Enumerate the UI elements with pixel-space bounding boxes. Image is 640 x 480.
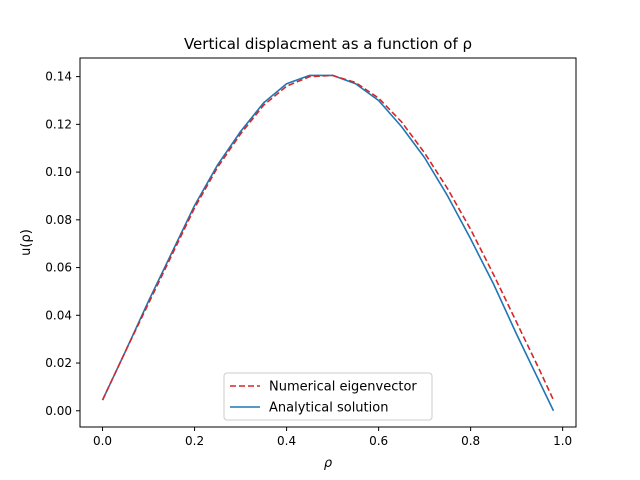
y-tick-label: 0.06 (45, 261, 72, 275)
y-tick-label: 0.12 (45, 117, 72, 131)
y-tick-label: 0.10 (45, 165, 72, 179)
y-tick-label: 0.00 (45, 404, 72, 418)
x-tick-label: 0.2 (185, 434, 204, 448)
x-axis: 0.0 0.2 0.4 0.6 0.8 1.0 (93, 427, 572, 448)
x-tick-label: 0.6 (369, 434, 388, 448)
y-tick-label: 0.08 (45, 213, 72, 227)
legend-box (223, 372, 433, 421)
plot-frame (79, 57, 577, 428)
legend-label: Analytical solution (269, 401, 388, 416)
x-tick-label: 1.0 (553, 434, 572, 448)
legend: Numerical eigenvector Analytical solution (223, 372, 433, 421)
y-tick-label: 0.02 (45, 356, 72, 370)
x-tick-label: 0.8 (461, 434, 480, 448)
x-axis-label: ρ (324, 456, 333, 471)
numerical-eigenvector-line (101, 74, 555, 401)
x-tick-label: 0.4 (277, 434, 296, 448)
plot-series-group (101, 74, 555, 412)
y-tick-label: 0.04 (45, 308, 72, 322)
legend-label: Numerical eigenvector (269, 380, 417, 395)
y-axis: 0.00 0.02 0.04 0.06 0.08 0.10 0.12 0.14 (45, 70, 80, 418)
y-axis-label: u(ρ) (19, 229, 34, 256)
chart-title: Vertical displacment as a function of ρ (184, 35, 472, 53)
y-tick-label: 0.14 (45, 70, 72, 84)
x-tick-label: 0.0 (93, 434, 112, 448)
